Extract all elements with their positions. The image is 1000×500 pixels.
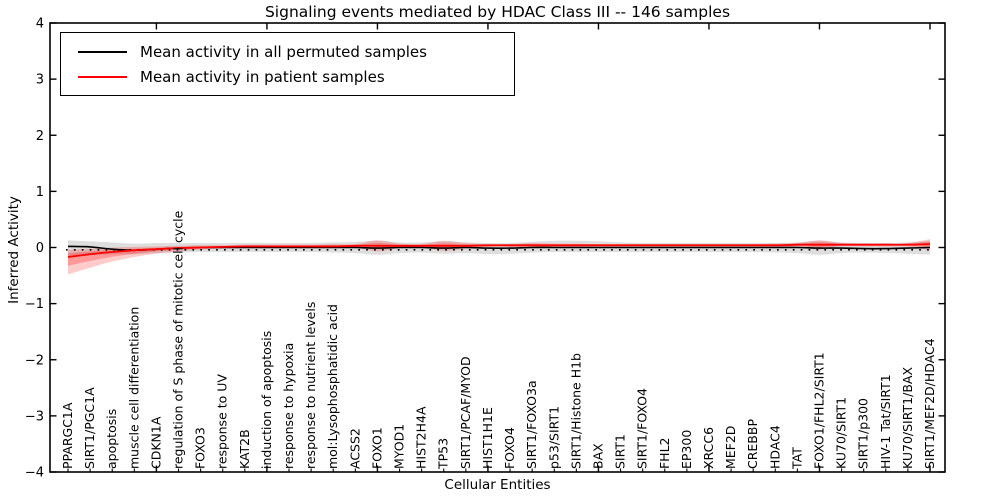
x-tick-label: SIRT1/MEF2D/HDAC4 [922, 338, 937, 469]
x-tick-label: SIRT1/FOXO4 [635, 388, 650, 469]
chart-title: Signaling events mediated by HDAC Class … [264, 3, 731, 21]
x-tick-label: XRCC6 [701, 427, 716, 469]
x-tick-label: CDKN1A [148, 416, 163, 469]
y-tick-label: 2 [36, 129, 44, 144]
x-tick-label: mol:Lysophosphatidic acid [325, 304, 340, 469]
x-tick-label: regulation of S phase of mitotic cell cy… [171, 210, 186, 469]
x-tick-label: SIRT1/PGC1A [82, 387, 97, 469]
x-tick-label: MYOD1 [392, 424, 407, 469]
y-tick-label: 4 [36, 17, 44, 32]
x-tick-label: EP300 [679, 430, 694, 469]
y-axis-label: Inferred Activity [6, 196, 22, 304]
x-tick-label: CREBBP [745, 419, 760, 469]
x-tick-label: HIV-1 Tat/SIRT1 [878, 374, 893, 469]
x-tick-label: ACSS2 [347, 428, 362, 469]
x-tick-label: muscle cell differentiation [126, 307, 141, 469]
x-tick-label: apoptosis [104, 409, 119, 469]
permuted-line-swatch [78, 50, 127, 53]
x-tick-label: KU70/SIRT1 [834, 397, 849, 469]
x-tick-label: HDAC4 [767, 425, 782, 469]
x-tick-label: FOXO1 [369, 427, 384, 469]
x-tick-label: TP53 [436, 438, 451, 470]
x-tick-label: response to hypoxia [281, 343, 296, 469]
y-tick-label: 0 [36, 241, 44, 256]
y-tick-label: −1 [25, 297, 44, 312]
x-tick-label: FHL2 [657, 437, 672, 469]
legend-label-patient: Mean activity in patient samples [140, 67, 385, 86]
x-tick-label: SIRT1/FOXO3a [524, 380, 539, 469]
x-tick-label: PPARGC1A [60, 402, 75, 469]
x-tick-label: SIRT1/p300 [856, 398, 871, 469]
x-tick-label: induction of apoptosis [259, 331, 274, 469]
patient-mean-line [67, 243, 931, 258]
legend-label-permuted: Mean activity in all permuted samples [140, 42, 427, 61]
x-tick-label: FOXO4 [502, 427, 517, 469]
legend-box: Mean activity in all permuted samples Me… [60, 32, 515, 96]
x-tick-label: p53/SIRT1 [546, 406, 561, 469]
x-tick-label: HIST1H1E [480, 407, 495, 469]
y-tick-label: −4 [25, 466, 44, 481]
x-tick-label: FOXO3 [193, 427, 208, 469]
x-tick-label: response to UV [215, 374, 230, 469]
y-tick-label: −2 [25, 353, 44, 368]
x-tick-label: SIRT1/Histone H1b [568, 353, 583, 469]
x-tick-label: KU70/SIRT1/BAX [900, 367, 915, 469]
x-tick-label: SIRT1 [613, 434, 628, 469]
x-tick-label: HIST2H4A [414, 406, 429, 469]
y-tick-label: 3 [36, 73, 44, 88]
x-tick-label: KAT2B [237, 429, 252, 469]
y-tick-label: 1 [36, 185, 44, 200]
x-tick-label: MEF2D [723, 426, 738, 469]
x-tick-label: FOXO1/FHL2/SIRT1 [811, 352, 826, 469]
legend-entry-permuted: Mean activity in all permuted samples [78, 43, 514, 61]
x-tick-label: response to nutrient levels [303, 302, 318, 469]
x-axis-label: Cellular Entities [444, 477, 551, 493]
patient-line-swatch [78, 75, 127, 78]
legend-entry-patient: Mean activity in patient samples [78, 68, 514, 86]
x-tick-label: BAX [590, 443, 605, 469]
y-tick-label: −3 [25, 409, 44, 424]
x-tick-label: SIRT1/PCAF/MYOD [458, 356, 473, 469]
x-tick-label: TAT [789, 447, 804, 470]
